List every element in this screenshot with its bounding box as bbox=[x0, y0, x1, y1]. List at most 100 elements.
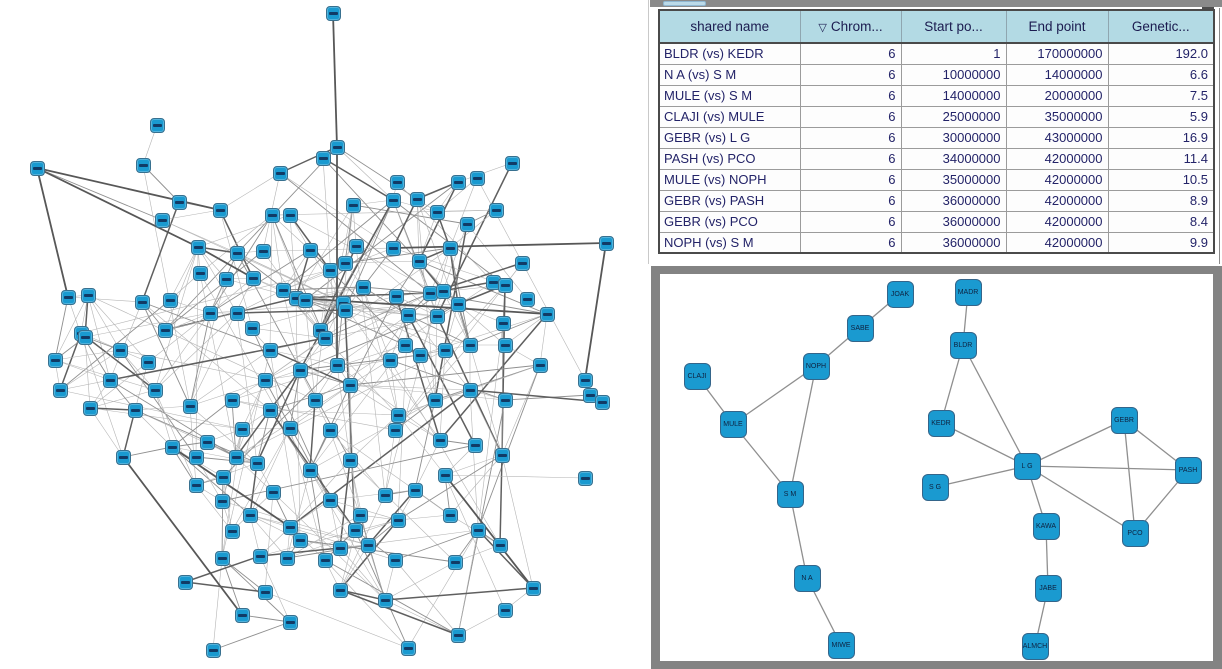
subnetwork-node-PCO[interactable]: PCO bbox=[1121, 519, 1149, 547]
network-node[interactable] bbox=[47, 352, 63, 368]
network-node[interactable] bbox=[302, 462, 318, 478]
subnetwork-node-L-G[interactable]: L G bbox=[1013, 452, 1041, 480]
subnetwork-node-BLDR[interactable]: BLDR bbox=[949, 331, 977, 359]
network-node[interactable] bbox=[387, 552, 403, 568]
network-node[interactable] bbox=[82, 400, 98, 416]
network-node[interactable] bbox=[347, 522, 363, 538]
network-node[interactable] bbox=[462, 337, 478, 353]
network-node[interactable] bbox=[345, 197, 361, 213]
network-node[interactable] bbox=[594, 394, 610, 410]
subnetwork-node-KEDR[interactable]: KEDR bbox=[927, 409, 955, 437]
network-node[interactable] bbox=[52, 382, 68, 398]
network-node[interactable] bbox=[442, 507, 458, 523]
network-node[interactable] bbox=[272, 165, 288, 181]
network-node[interactable] bbox=[400, 640, 416, 656]
network-node[interactable] bbox=[282, 207, 298, 223]
network-node[interactable] bbox=[302, 242, 318, 258]
network-node[interactable] bbox=[348, 238, 364, 254]
network-node[interactable] bbox=[229, 245, 245, 261]
network-node[interactable] bbox=[329, 357, 345, 373]
network-node[interactable] bbox=[377, 592, 393, 608]
column-header-1[interactable]: ▽ Chrom... bbox=[799, 9, 902, 44]
network-node[interactable] bbox=[317, 552, 333, 568]
filter-icon[interactable]: ▽ bbox=[818, 22, 827, 34]
network-node[interactable] bbox=[115, 449, 131, 465]
subnetwork-node-MIWE[interactable]: MIWE bbox=[827, 631, 855, 659]
network-node[interactable] bbox=[411, 253, 427, 269]
network-node[interactable] bbox=[492, 537, 508, 553]
network-node[interactable] bbox=[385, 192, 401, 208]
subnetwork-node-PASH[interactable]: PASH bbox=[1174, 456, 1202, 484]
network-node[interactable] bbox=[199, 434, 215, 450]
subnetwork-node-GEBR[interactable]: GEBR bbox=[1110, 406, 1138, 434]
network-node[interactable] bbox=[162, 292, 178, 308]
network-node[interactable] bbox=[427, 392, 443, 408]
network-node[interactable] bbox=[322, 492, 338, 508]
network-node[interactable] bbox=[447, 554, 463, 570]
network-node[interactable] bbox=[275, 282, 291, 298]
network-node[interactable] bbox=[539, 306, 555, 322]
network-node[interactable] bbox=[279, 550, 295, 566]
network-node[interactable] bbox=[154, 212, 170, 228]
network-node[interactable] bbox=[577, 470, 593, 486]
network-node[interactable] bbox=[252, 548, 268, 564]
network-node[interactable] bbox=[412, 347, 428, 363]
network-node[interactable] bbox=[377, 487, 393, 503]
network-node[interactable] bbox=[390, 512, 406, 528]
network-node[interactable] bbox=[164, 439, 180, 455]
network-node[interactable] bbox=[322, 422, 338, 438]
network-node[interactable] bbox=[385, 240, 401, 256]
subnetwork-node-ALMCH[interactable]: ALMCH bbox=[1021, 632, 1049, 660]
network-node[interactable] bbox=[387, 422, 403, 438]
network-node[interactable] bbox=[134, 294, 150, 310]
network-node[interactable] bbox=[577, 372, 593, 388]
network-node[interactable] bbox=[177, 574, 193, 590]
network-node[interactable] bbox=[462, 382, 478, 398]
column-header-2[interactable]: Start po... bbox=[900, 9, 1007, 44]
network-node[interactable] bbox=[224, 392, 240, 408]
network-node[interactable] bbox=[525, 580, 541, 596]
network-node[interactable] bbox=[262, 402, 278, 418]
network-node[interactable] bbox=[245, 270, 261, 286]
table-row[interactable]: N A (vs) S M 6 10000000 14000000 6.6 bbox=[658, 63, 1215, 86]
network-node[interactable] bbox=[188, 477, 204, 493]
table-row[interactable]: GEBR (vs) PASH 6 36000000 42000000 8.9 bbox=[658, 189, 1215, 212]
network-node[interactable] bbox=[514, 255, 530, 271]
network-node[interactable] bbox=[77, 329, 93, 345]
network-node[interactable] bbox=[495, 315, 511, 331]
network-node[interactable] bbox=[388, 288, 404, 304]
network-node[interactable] bbox=[435, 283, 451, 299]
network-node[interactable] bbox=[215, 469, 231, 485]
network-node[interactable] bbox=[598, 235, 614, 251]
network-node[interactable] bbox=[450, 627, 466, 643]
network-node[interactable] bbox=[317, 330, 333, 346]
subnetwork-node-JABE[interactable]: JABE bbox=[1034, 574, 1062, 602]
network-node[interactable] bbox=[234, 607, 250, 623]
subnetwork-node-MULE[interactable]: MULE bbox=[719, 410, 747, 438]
column-header-4[interactable]: Genetic... bbox=[1107, 9, 1215, 44]
network-node[interactable] bbox=[497, 392, 513, 408]
subnetwork-node-SABE[interactable]: SABE bbox=[846, 314, 874, 342]
network-node[interactable] bbox=[355, 279, 371, 295]
network-node[interactable] bbox=[292, 362, 308, 378]
subnetwork-node-NOPH[interactable]: NOPH bbox=[802, 352, 830, 380]
table-row[interactable]: GEBR (vs) L G 6 30000000 43000000 16.9 bbox=[658, 126, 1215, 149]
network-node[interactable] bbox=[140, 354, 156, 370]
network-node[interactable] bbox=[205, 642, 221, 658]
network-node[interactable] bbox=[407, 482, 423, 498]
network-node[interactable] bbox=[467, 437, 483, 453]
network-node[interactable] bbox=[264, 207, 280, 223]
table-row[interactable]: CLAJI (vs) MULE 6 25000000 35000000 5.9 bbox=[658, 105, 1215, 128]
subnetwork-node-KAWA[interactable]: KAWA bbox=[1032, 512, 1060, 540]
network-node[interactable] bbox=[249, 455, 265, 471]
network-node[interactable] bbox=[212, 202, 228, 218]
table-row[interactable]: MULE (vs) NOPH 6 35000000 42000000 10.5 bbox=[658, 168, 1215, 191]
network-node[interactable] bbox=[282, 519, 298, 535]
network-node[interactable] bbox=[234, 421, 250, 437]
network-node[interactable] bbox=[112, 342, 128, 358]
network-node[interactable] bbox=[389, 174, 405, 190]
network-node[interactable] bbox=[519, 291, 535, 307]
table-row[interactable]: MULE (vs) S M 6 14000000 20000000 7.5 bbox=[658, 84, 1215, 107]
network-node[interactable] bbox=[429, 308, 445, 324]
network-node[interactable] bbox=[342, 452, 358, 468]
